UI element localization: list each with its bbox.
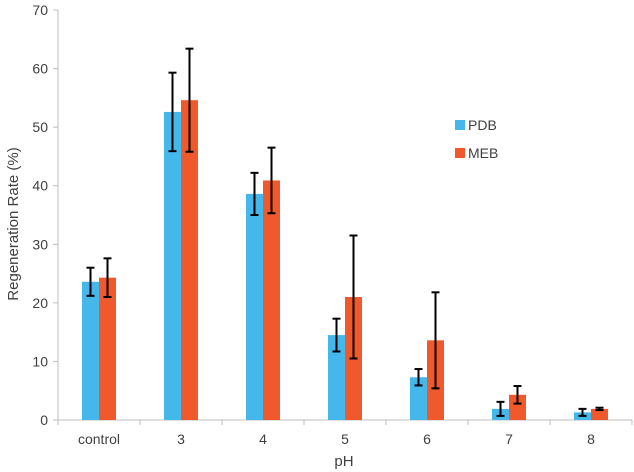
x-tick-label: 8 <box>587 431 595 447</box>
bar-pdb-6 <box>410 377 427 420</box>
y-tick-label: 30 <box>32 236 48 252</box>
x-tick-label: 4 <box>259 431 267 447</box>
y-tick-label: 10 <box>32 353 48 369</box>
legend-swatch-meb <box>455 148 465 158</box>
bar-pdb-5 <box>328 335 345 420</box>
y-tick-label: 70 <box>32 2 48 18</box>
y-tick-label: 40 <box>32 178 48 194</box>
bar-meb-4 <box>263 180 280 420</box>
legend-label-meb: MEB <box>468 145 498 161</box>
y-tick-label: 20 <box>32 295 48 311</box>
y-axis: 0 10 20 30 40 50 60 70 <box>32 2 59 428</box>
bar-meb-3 <box>181 100 198 420</box>
bar-meb-control <box>99 277 116 420</box>
bar-pdb-4 <box>246 193 263 420</box>
bars <box>82 100 608 421</box>
x-tick-label: 7 <box>505 431 513 447</box>
x-axis-title: pH <box>334 453 353 470</box>
x-tick-label: 6 <box>423 431 431 447</box>
legend-label-pdb: PDB <box>468 117 497 133</box>
y-tick-label: 50 <box>32 119 48 135</box>
y-axis-title: Regeneration Rate (%) <box>5 147 22 300</box>
x-axis: control 3 4 5 6 7 8 <box>57 419 633 447</box>
y-tick-label: 60 <box>32 61 48 77</box>
legend-swatch-pdb <box>455 120 465 130</box>
bar-meb-8 <box>591 408 608 420</box>
x-tick-label: 3 <box>177 431 185 447</box>
bar-pdb-3 <box>164 111 181 421</box>
bar-pdb-control <box>82 281 99 420</box>
error-bars <box>86 47 604 417</box>
y-tick-label: 0 <box>40 412 48 428</box>
x-tick-label: control <box>78 431 120 447</box>
bar-meb-7 <box>509 394 526 420</box>
legend: PDB MEB <box>455 117 498 161</box>
x-tick-label: 5 <box>341 431 349 447</box>
